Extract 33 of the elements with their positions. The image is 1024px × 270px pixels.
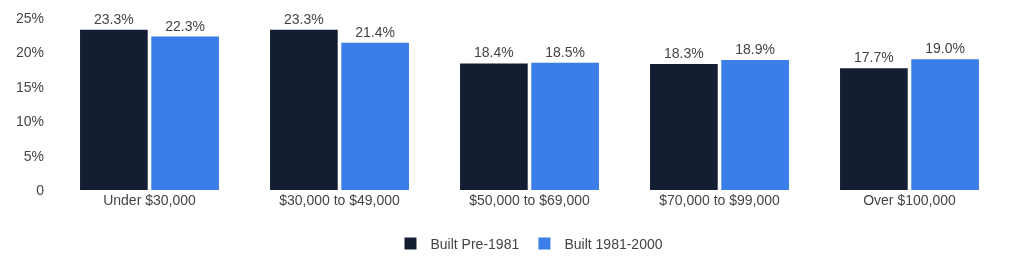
- bar: [341, 42, 409, 190]
- y-tick-label: 10%: [15, 113, 44, 130]
- bar: [270, 29, 338, 190]
- bar: [650, 64, 718, 190]
- data-label: 18.9%: [735, 40, 775, 57]
- x-tick-label: Under $30,000: [103, 192, 197, 208]
- bar: [151, 36, 219, 190]
- bar: [911, 59, 979, 190]
- data-label: 21.4%: [355, 23, 395, 40]
- legend-label: Built Pre-1981: [430, 235, 520, 252]
- y-tick-label: 5%: [23, 147, 44, 164]
- data-label: 22.3%: [165, 17, 205, 34]
- data-label: 18.4%: [474, 44, 514, 61]
- bar: [531, 62, 599, 190]
- x-tick-label: Over $100,000: [863, 192, 957, 208]
- legend-label: Built 1981-2000: [564, 235, 663, 252]
- data-label: 17.7%: [854, 49, 894, 66]
- data-label: 18.3%: [664, 45, 704, 62]
- bar: [840, 68, 908, 190]
- data-label: 23.3%: [94, 10, 134, 27]
- data-label: 19.0%: [925, 40, 965, 57]
- bar: [460, 63, 528, 190]
- y-tick-label: 0: [36, 181, 45, 198]
- data-label: 18.5%: [545, 43, 585, 60]
- y-tick-label: 20%: [15, 44, 44, 61]
- y-tick-label: 15%: [15, 78, 44, 95]
- y-tick-label: 25%: [15, 9, 44, 26]
- data-label: 23.3%: [284, 10, 324, 27]
- x-tick-label: $70,000 to $99,000: [659, 192, 781, 208]
- x-tick-label: $30,000 to $49,000: [279, 192, 401, 208]
- x-tick-label: $50,000 to $69,000: [469, 192, 591, 208]
- bar: [80, 29, 148, 190]
- bar: [721, 59, 789, 190]
